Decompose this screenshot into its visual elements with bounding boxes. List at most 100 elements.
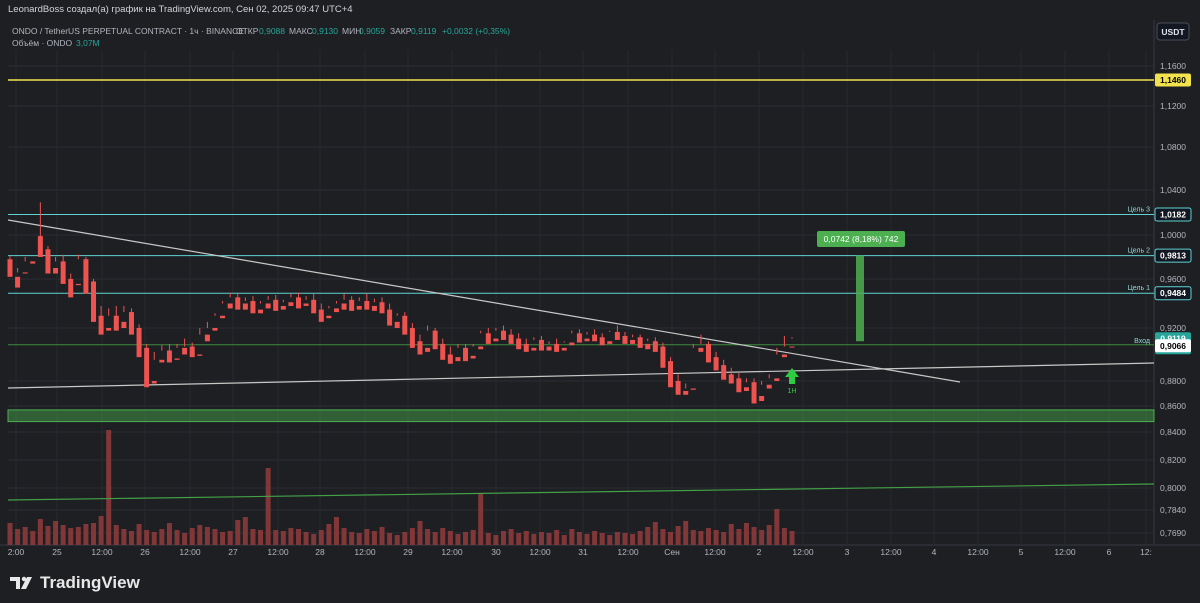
volume-bar bbox=[273, 530, 279, 545]
currency-button-label[interactable]: USDT bbox=[1161, 27, 1185, 37]
candle-body bbox=[523, 343, 529, 352]
volume-bar bbox=[523, 531, 529, 545]
candle-body bbox=[166, 350, 172, 363]
legend-open-value: 0,9088 bbox=[259, 26, 285, 36]
volume-bar bbox=[235, 520, 241, 545]
price-tag-text: 1,0182 bbox=[1160, 210, 1186, 220]
volume-bar bbox=[652, 522, 658, 545]
volume-bar bbox=[68, 528, 74, 545]
grid bbox=[8, 50, 1154, 545]
volume-bar bbox=[478, 494, 484, 545]
volume-bar bbox=[113, 525, 119, 545]
volume-bar bbox=[470, 530, 476, 545]
volume-bar bbox=[136, 524, 142, 545]
candle-body bbox=[30, 261, 36, 264]
tradingview-logo[interactable]: TradingView bbox=[10, 573, 140, 593]
price-tick-label: 0,8000 bbox=[1160, 483, 1186, 493]
candle-body bbox=[212, 328, 218, 331]
price-tag-text: 0,9066 bbox=[1160, 341, 1186, 351]
volume-bar bbox=[204, 527, 210, 545]
time-tick-label: 12: bbox=[1140, 547, 1152, 557]
candle-body bbox=[592, 334, 598, 342]
volume-bar bbox=[592, 531, 598, 545]
candle-body bbox=[159, 359, 165, 363]
time-tick-label: 4 bbox=[932, 547, 937, 557]
candles bbox=[7, 202, 795, 404]
volume-bar bbox=[371, 531, 377, 545]
candle-body bbox=[280, 305, 286, 310]
volume-bar bbox=[614, 532, 620, 545]
candle-body bbox=[387, 309, 393, 326]
legend-low-value: 0,9059 bbox=[359, 26, 385, 36]
candle-body bbox=[554, 343, 560, 352]
candle-body bbox=[675, 381, 681, 395]
time-tick-label: 12:00 bbox=[179, 547, 201, 557]
volume-bar bbox=[675, 526, 681, 545]
time-tick-label: 31 bbox=[578, 547, 588, 557]
candle-body bbox=[356, 305, 362, 310]
volume-bar bbox=[455, 534, 461, 545]
support-zone-rect bbox=[7, 409, 1155, 423]
candle-body bbox=[781, 354, 787, 358]
candle-body bbox=[22, 272, 28, 274]
time-axis: 2:00 25 12:00 26 12:00 27 12:00 28 12:00 29 12:00 3… bbox=[8, 547, 1152, 557]
candle-body bbox=[538, 339, 544, 351]
volume-bar bbox=[576, 532, 582, 545]
price-tick-label: 0,7690 bbox=[1160, 528, 1186, 538]
candle-body bbox=[721, 365, 727, 380]
downtrend-line bbox=[7, 219, 961, 383]
time-tick-label: 12:00 bbox=[967, 547, 989, 557]
volume-bar bbox=[409, 528, 415, 545]
candle-body bbox=[736, 378, 742, 393]
candle-body bbox=[311, 299, 317, 314]
volume-bar bbox=[333, 517, 339, 545]
currency-button[interactable]: USDT bbox=[1156, 22, 1190, 41]
volume-bar bbox=[326, 524, 332, 545]
price-tick-label: 0,8600 bbox=[1160, 401, 1186, 411]
legend-open-label: ОТКР bbox=[236, 26, 259, 36]
candle-body bbox=[121, 321, 127, 328]
legend-volume-label: Объём · ONDO bbox=[12, 38, 73, 48]
volume-bar bbox=[250, 529, 256, 545]
candle-body bbox=[417, 341, 423, 355]
time-tick-label: 30 bbox=[491, 547, 501, 557]
candle-body bbox=[607, 341, 613, 344]
legend-high-label: МАКС bbox=[289, 26, 313, 36]
volume-bar bbox=[561, 535, 567, 545]
candle-body bbox=[182, 347, 188, 355]
time-tick-label: 26 bbox=[140, 547, 150, 557]
volume-bar bbox=[242, 517, 248, 545]
price-tick-label: 1,1600 bbox=[1160, 61, 1186, 71]
candle-body bbox=[402, 315, 408, 335]
candle-body bbox=[432, 330, 438, 350]
candle-body bbox=[364, 301, 370, 310]
legend-change: +0,0032 (+0,35%) bbox=[442, 26, 510, 36]
legend-high-value: 0,9130 bbox=[312, 26, 338, 36]
measure-tool: 0,0742 (8,18%) 742 1H bbox=[785, 231, 905, 395]
price-chart[interactable]: Цель 3 Цель 2 Цель 1 Вход 0,0742 (8,18%) 74… bbox=[0, 20, 1200, 565]
volume-bar bbox=[546, 533, 552, 545]
volume-bar bbox=[447, 531, 453, 545]
candle-body bbox=[447, 354, 453, 364]
currency-button-frame[interactable] bbox=[1156, 22, 1190, 41]
candle-body bbox=[144, 347, 150, 388]
horizontal-levels: Цель 3 Цель 2 Цель 1 Вход bbox=[8, 79, 1154, 346]
volume-bar bbox=[425, 529, 431, 545]
volume-bar bbox=[485, 533, 491, 545]
volume-bar bbox=[683, 521, 689, 545]
price-tags: 1,14601,01820,98130,94840,911912:240,906… bbox=[1154, 73, 1192, 355]
candle-body bbox=[766, 384, 772, 389]
volume-bar bbox=[311, 534, 317, 545]
volume-bar bbox=[569, 529, 575, 545]
candle-body bbox=[7, 259, 13, 277]
volume-bar bbox=[91, 523, 97, 545]
price-tick-label: 0,8400 bbox=[1160, 427, 1186, 437]
measure-bar bbox=[856, 255, 864, 342]
volume-bar bbox=[83, 524, 89, 545]
volume-bar bbox=[151, 532, 157, 545]
candle-body bbox=[15, 276, 21, 288]
volume-bar bbox=[774, 509, 780, 545]
candle-body bbox=[113, 315, 119, 331]
candle-body bbox=[713, 357, 719, 371]
volume-bar bbox=[349, 532, 355, 545]
